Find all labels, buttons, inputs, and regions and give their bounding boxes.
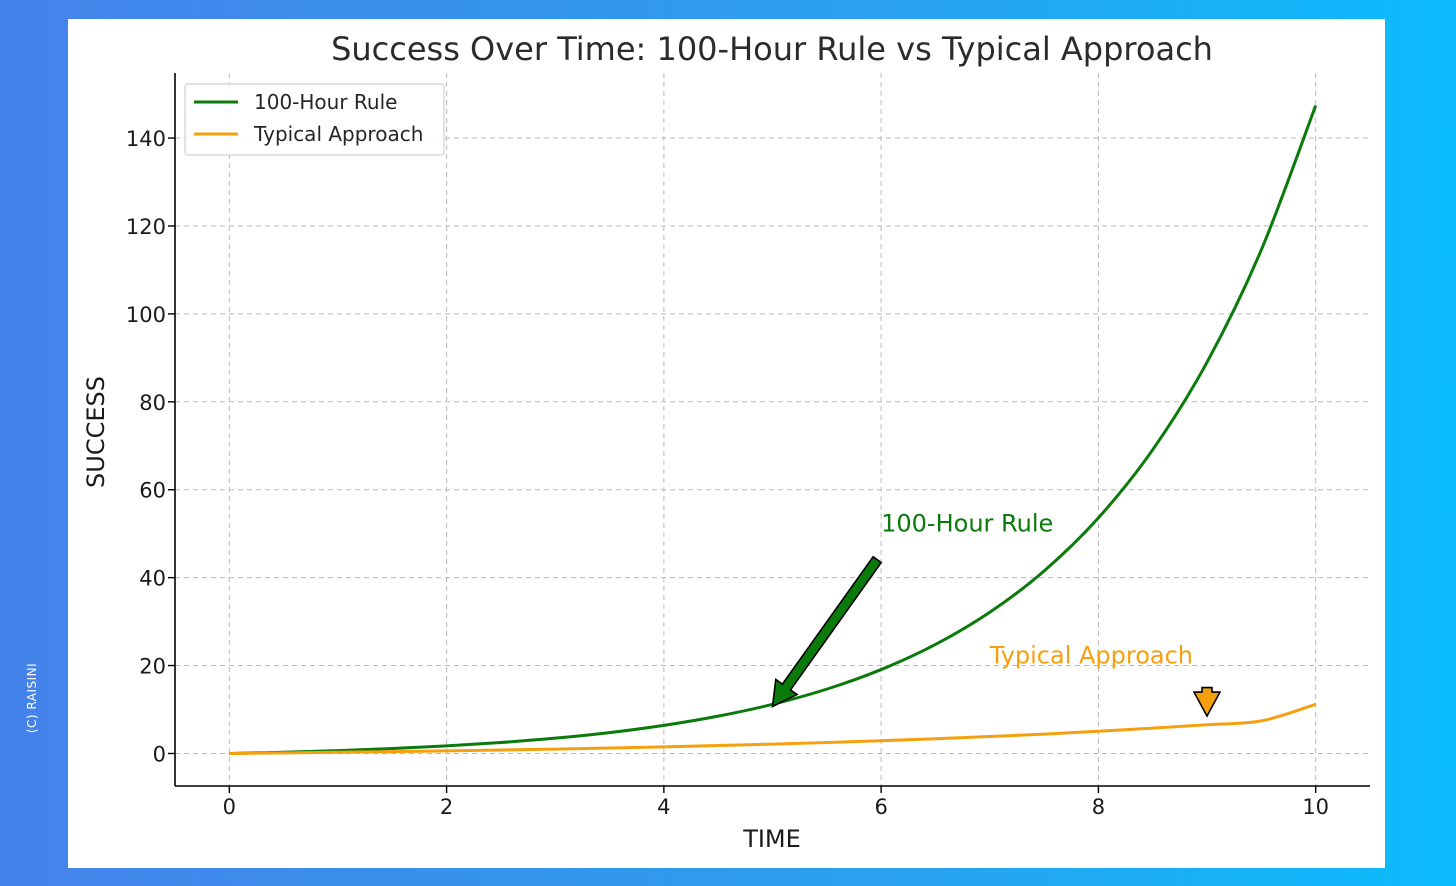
legend-label-1: Typical Approach — [253, 122, 423, 146]
x-tick-label: 8 — [1092, 795, 1105, 819]
legend-label-0: 100-Hour Rule — [254, 90, 397, 114]
x-tick-label: 4 — [657, 795, 670, 819]
y-tick-label: 80 — [139, 391, 166, 415]
y-tick-label: 40 — [139, 567, 166, 591]
series-line-1 — [229, 702, 1317, 755]
x-tick-label: 0 — [223, 795, 236, 819]
legend: 100-Hour Rule Typical Approach — [184, 83, 445, 156]
chart-title: Success Over Time: 100-Hour Rule vs Typi… — [331, 30, 1213, 68]
annotation-label-1: Typical Approach — [989, 642, 1193, 670]
y-tick-label: 100 — [126, 303, 166, 327]
y-tick-label: 60 — [139, 479, 166, 503]
grid-lines — [175, 73, 1370, 786]
x-tick-label: 10 — [1302, 795, 1329, 819]
x-tick-label: 2 — [440, 795, 453, 819]
y-tick-label: 0 — [153, 742, 166, 766]
axes — [174, 73, 1370, 787]
annotation-arrow-0 — [771, 555, 883, 708]
legend-box — [184, 83, 445, 156]
annotation-label-0: 100-Hour Rule — [881, 510, 1053, 538]
series-line-0 — [229, 105, 1318, 755]
y-axis-label: SUCCESS — [82, 376, 110, 488]
series-lines — [229, 105, 1318, 755]
y-tick-label: 120 — [126, 215, 166, 239]
annotation-arrow-1 — [1192, 686, 1222, 718]
y-tick-label: 20 — [139, 655, 166, 679]
x-axis-label: TIME — [742, 825, 801, 853]
y-tick-label: 140 — [126, 127, 166, 151]
x-tick-label: 6 — [874, 795, 887, 819]
annotations: 100-Hour Rule Typical Approach — [771, 510, 1222, 718]
